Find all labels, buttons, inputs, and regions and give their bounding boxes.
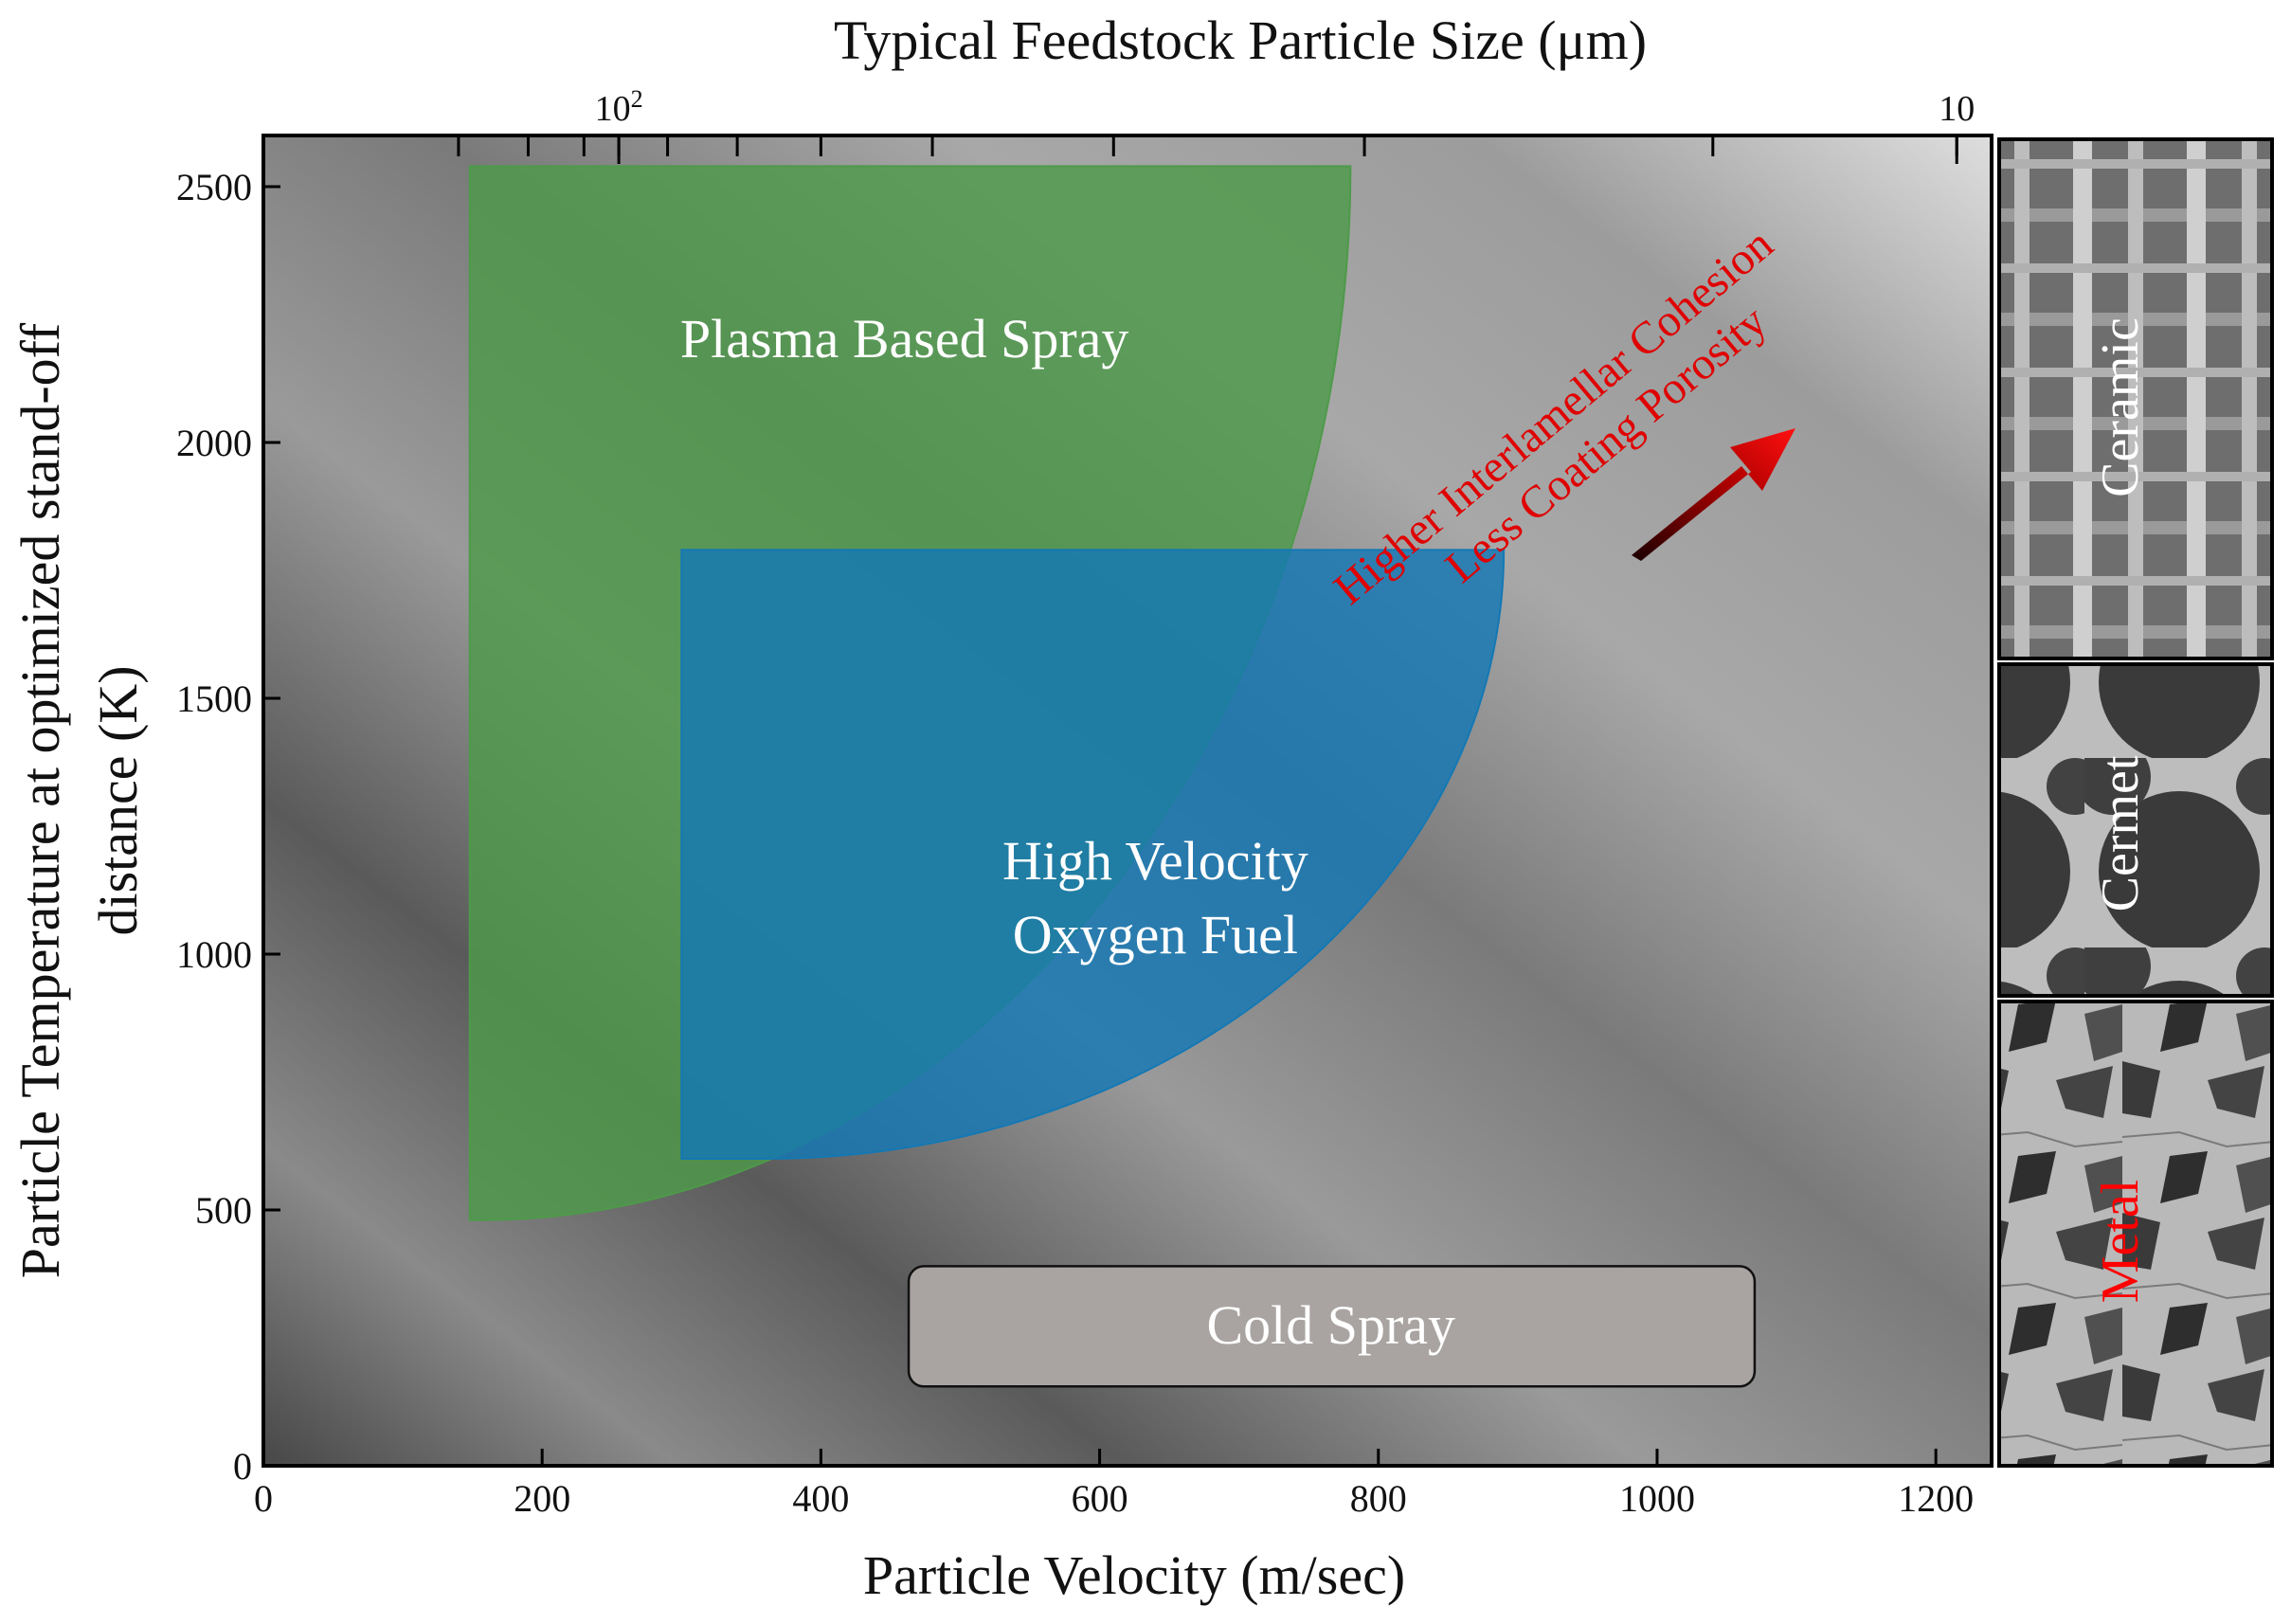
plot-frame — [262, 134, 1993, 1468]
y-tick-label: 1000 — [176, 933, 252, 976]
plasma-based-spray-label-0: Plasma Based Spray — [680, 308, 1129, 370]
x-tick-label: 200 — [514, 1477, 570, 1520]
metal-label: Metal — [2091, 1180, 2150, 1304]
micrograph-cermet — [1997, 662, 2274, 998]
x-tick-label: 1000 — [1619, 1477, 1695, 1520]
top-tick-label: 102 — [595, 85, 643, 129]
y-tick-label: 2500 — [176, 166, 252, 208]
y-axis-label-line2: distance (K) — [87, 665, 149, 935]
x-tick-label: 400 — [792, 1477, 849, 1520]
x-tick-label: 1200 — [1898, 1477, 1974, 1520]
y-tick-label: 1500 — [176, 677, 252, 720]
cold-spray-label-0: Cold Spray — [1206, 1294, 1455, 1356]
micrograph-ceramic — [1997, 137, 2274, 660]
improvement-arrow-icon — [1632, 428, 1795, 561]
ceramic-label: Ceramic — [2091, 317, 2150, 497]
high-velocity-oxygen-fuel-label-1: Oxygen Fuel — [1013, 904, 1298, 965]
high-velocity-oxygen-fuel-region — [680, 549, 1506, 1160]
y-tick-label: 500 — [195, 1189, 252, 1232]
cermet-label: Cermet — [2091, 755, 2150, 911]
x-axis-label: Particle Velocity (m/sec) — [863, 1544, 1405, 1606]
x-tick-label: 800 — [1350, 1477, 1407, 1520]
micrograph-metal — [1997, 1000, 2274, 1468]
top-axis-label: Typical Feedstock Particle Size (μm) — [834, 9, 1647, 71]
y-tick-label: 2000 — [176, 422, 252, 464]
x-tick-label: 600 — [1072, 1477, 1128, 1520]
top-tick-label: 10 — [1939, 89, 1975, 129]
y-tick-label: 0 — [233, 1445, 252, 1488]
cold-spray-region — [907, 1265, 1757, 1388]
x-tick-label: 0 — [254, 1477, 273, 1520]
y-axis-label-line1: Particle Temperature at optimized stand-… — [9, 322, 71, 1278]
high-velocity-oxygen-fuel-label-0: High Velocity — [1002, 830, 1308, 892]
